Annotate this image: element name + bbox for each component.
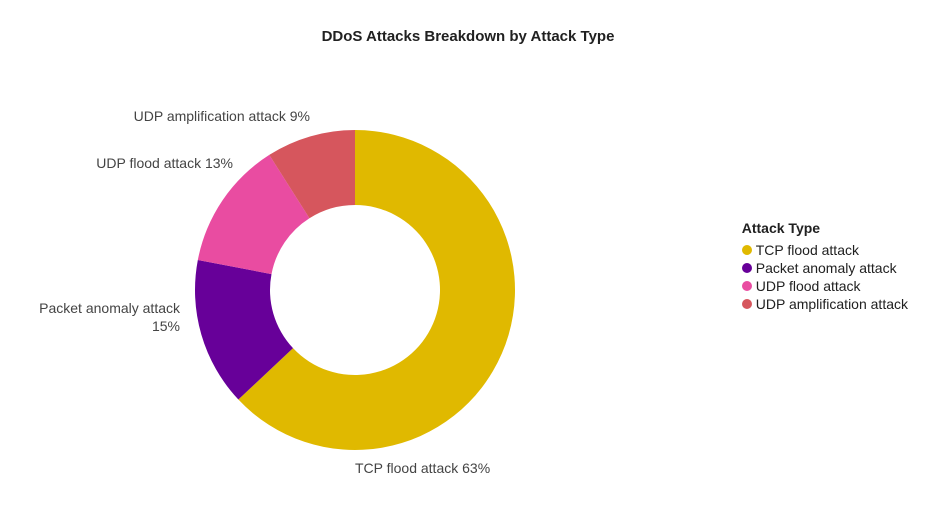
slice-label-2: 15% [152, 318, 180, 336]
legend-marker-icon [742, 281, 752, 291]
donut-svg [0, 60, 660, 509]
legend-item-1[interactable]: Packet anomaly attack [742, 260, 908, 276]
chart-title: DDoS Attacks Breakdown by Attack Type [0, 28, 936, 45]
legend-item-3[interactable]: UDP amplification attack [742, 296, 908, 312]
slice-label-4: UDP amplification attack 9% [134, 108, 310, 126]
legend-item-label: UDP amplification attack [756, 296, 908, 312]
legend-item-label: Packet anomaly attack [756, 260, 897, 276]
legend-marker-icon [742, 245, 752, 255]
donut-chart: TCP flood attack 63% Packet anomaly attac… [0, 60, 660, 509]
legend-item-label: TCP flood attack [756, 242, 859, 258]
legend: Attack Type TCP flood attack Packet anoma… [742, 220, 908, 314]
legend-marker-icon [742, 299, 752, 309]
legend-item-label: UDP flood attack [756, 278, 861, 294]
slice-label-3: UDP flood attack 13% [96, 155, 233, 173]
legend-item-2[interactable]: UDP flood attack [742, 278, 908, 294]
slice-label-1: Packet anomaly attack [39, 300, 180, 318]
legend-item-0[interactable]: TCP flood attack [742, 242, 908, 258]
legend-title: Attack Type [742, 220, 908, 236]
slice-label-0: TCP flood attack 63% [355, 460, 490, 478]
legend-marker-icon [742, 263, 752, 273]
